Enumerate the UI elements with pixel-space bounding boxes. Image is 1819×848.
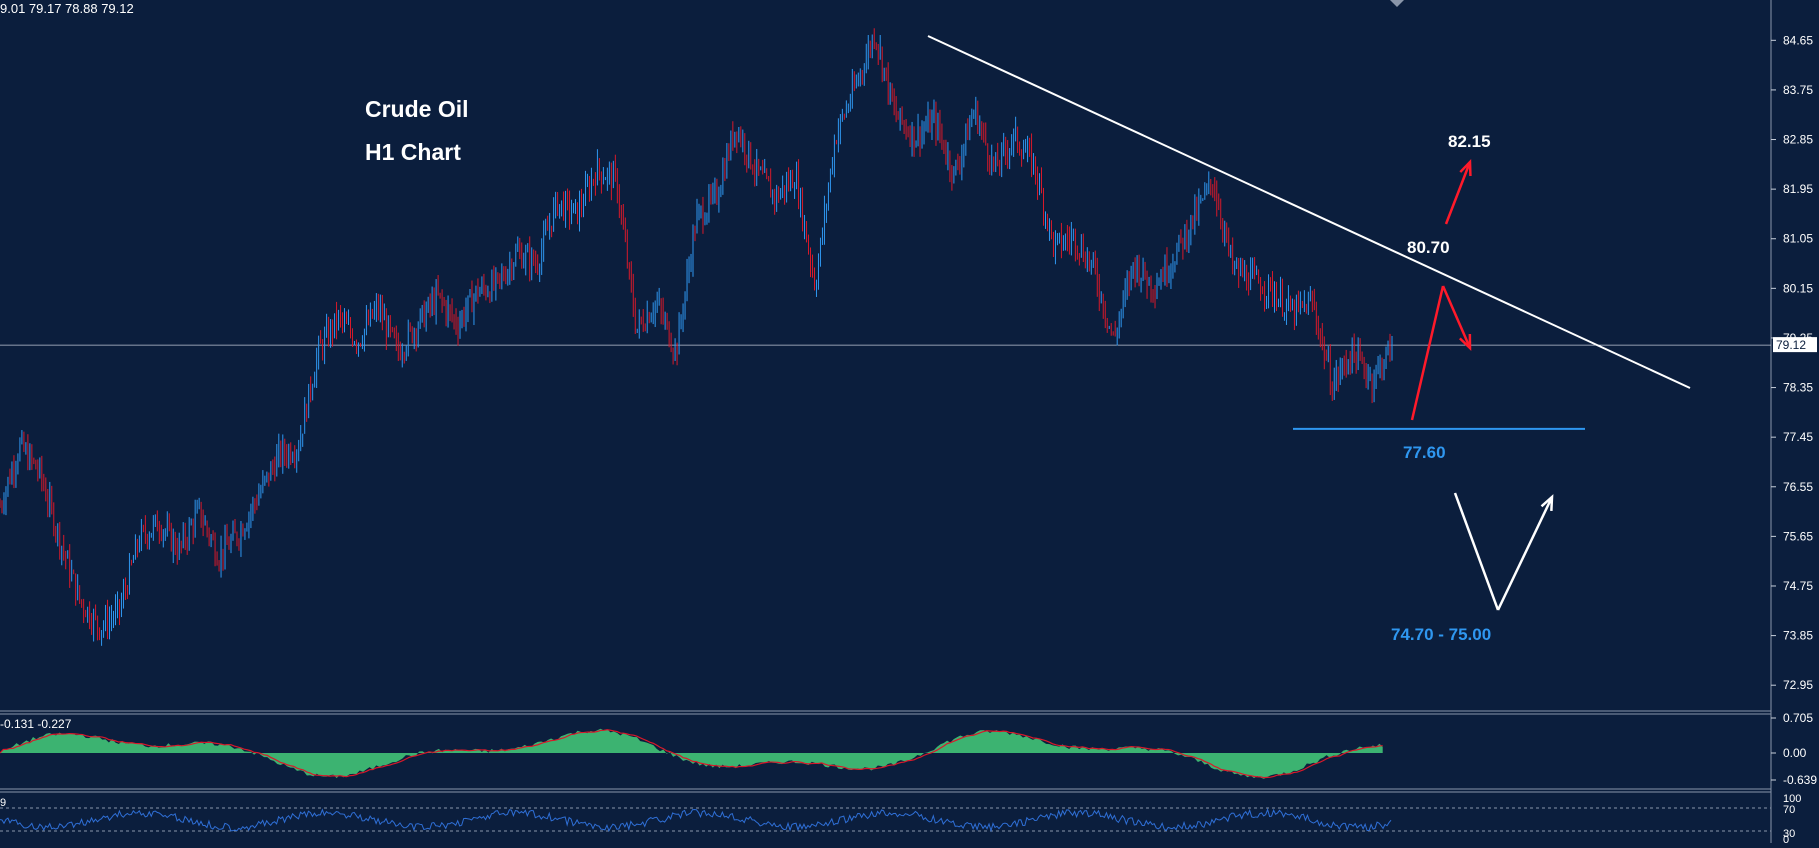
rsi-readout: 9 [0,797,6,809]
ohlc-readout: 9.01 79.17 78.88 79.12 [0,1,134,16]
trendline [927,35,1691,389]
price-tick-label: 73.85 [1783,629,1813,643]
rsi-line [0,807,1392,833]
price-tick-label: 81.05 [1783,232,1813,246]
candle-series [0,28,1393,646]
chart-subtitle: H1 Chart [365,139,461,165]
rsi-tick-label: 70 [1783,804,1795,816]
macd-panel: 0.705 0.00 -0.639 [0,711,1817,787]
price-tick-label: 83.75 [1783,83,1813,97]
rsi-tick-label: 30 [1783,828,1795,840]
white-arrow-up [1496,496,1554,611]
macd-signal-line [0,729,1383,779]
price-tick-label: 84.65 [1783,33,1813,47]
chart-title: Crude Oil [365,96,469,122]
red-arrow-up-path [1410,285,1445,421]
price-tick-label: 76.55 [1783,480,1813,494]
price-tick-label: 78.35 [1783,381,1813,395]
target-up-label: 82.15 [1448,132,1491,151]
price-tick-label: 72.95 [1783,678,1813,692]
panel-frames [0,0,1772,843]
red-arrow-down-head [1458,333,1472,351]
macd-tick-label: 0.00 [1783,746,1807,760]
price-tick-label: 75.65 [1783,529,1813,543]
rsi-tick-label: 0 [1783,834,1789,843]
macd-tick-label: 0.705 [1783,711,1813,725]
support-label: 77.60 [1403,443,1446,462]
current-price-label: 79.12 [1776,338,1806,352]
top-marker-icon [1390,0,1404,7]
price-tick-label: 80.15 [1783,281,1813,295]
red-arrow-target [1444,161,1472,225]
price-axis: 84.6583.7582.8581.9581.0580.1579.2578.35… [1771,33,1817,692]
price-tick-label: 74.75 [1783,579,1813,593]
price-tick-label: 77.45 [1783,430,1813,444]
macd-tick-label: -0.639 [1783,773,1817,787]
white-arrow-up-head [1540,494,1554,512]
current-price-box [1773,337,1817,353]
price-tick-label: 81.95 [1783,182,1813,196]
red-arrow-down [1441,285,1472,349]
price-tick-label: 82.85 [1783,133,1813,147]
target-down-label: 74.70 - 75.00 [1391,625,1491,644]
red-arrow-target-head [1459,159,1472,177]
rsi-tick-label: 100 [1783,793,1801,805]
resistance-label: 80.70 [1407,238,1450,257]
macd-readout: -0.131 -0.227 [0,717,72,731]
annotation-overlay [927,35,1691,611]
macd-histogram [0,728,1383,779]
white-arrow-down-path [1453,492,1500,611]
